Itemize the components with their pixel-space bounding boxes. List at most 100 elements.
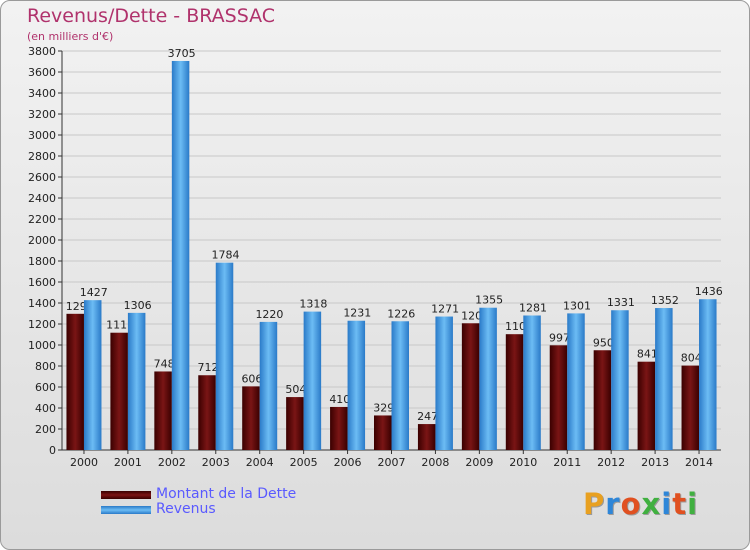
bar-dette xyxy=(417,424,436,450)
x-tick-label: 2006 xyxy=(334,456,362,469)
x-tick-label: 2007 xyxy=(378,456,406,469)
y-tick-label: 600 xyxy=(35,381,56,394)
x-tick-label: 2004 xyxy=(246,456,274,469)
y-tick-label: 2000 xyxy=(28,234,56,247)
data-label: 950 xyxy=(593,336,614,349)
y-tick-label: 1800 xyxy=(28,255,56,268)
bar-revenus xyxy=(391,321,409,450)
x-tick-label: 2011 xyxy=(553,456,581,469)
bar-dette xyxy=(110,332,128,450)
bar-revenus xyxy=(655,308,673,450)
proxiti-logo: Proxiti xyxy=(583,487,698,521)
y-tick-label: 800 xyxy=(35,360,56,373)
x-tick-label: 2013 xyxy=(641,456,669,469)
chart-title: Revenus/Dette - BRASSAC xyxy=(27,5,276,27)
data-label: 1271 xyxy=(431,303,459,316)
data-label: 410 xyxy=(329,393,350,406)
y-tick-label: 2600 xyxy=(28,171,56,184)
data-label: 1301 xyxy=(563,299,591,312)
x-tick-label: 2005 xyxy=(290,456,318,469)
y-tick-label: 3800 xyxy=(28,45,56,58)
data-label: 1220 xyxy=(255,308,283,321)
bar-dette xyxy=(286,397,304,450)
bar-dette xyxy=(374,415,392,450)
data-label: 3705 xyxy=(168,47,196,60)
data-label: 1231 xyxy=(343,307,371,320)
data-label: 997 xyxy=(549,331,570,344)
y-tick-label: 3600 xyxy=(28,66,56,79)
legend-swatch-revenue xyxy=(101,506,151,514)
logo-letter: P xyxy=(583,487,606,521)
data-label: 1306 xyxy=(124,299,152,312)
logo-letter: o xyxy=(620,487,642,521)
y-tick-label: 200 xyxy=(35,423,56,436)
y-tick-label: 0 xyxy=(49,444,56,457)
data-label: 1352 xyxy=(651,294,679,307)
data-label: 1427 xyxy=(80,286,108,299)
y-tick-label: 1400 xyxy=(28,297,56,310)
data-label: 1281 xyxy=(519,301,547,314)
logo-letter: i xyxy=(687,487,699,521)
bar-revenus xyxy=(479,307,497,450)
bar-dette xyxy=(593,350,612,450)
bar-revenus xyxy=(435,316,453,450)
x-tick-label: 2003 xyxy=(202,456,230,469)
bar-revenus xyxy=(127,312,146,450)
data-label: 120 xyxy=(461,309,482,322)
data-label: 247 xyxy=(417,410,438,423)
legend-label-revenue: Revenus xyxy=(156,501,216,517)
data-label: 748 xyxy=(154,357,175,370)
data-label: 329 xyxy=(373,401,394,414)
x-tick-label: 2010 xyxy=(509,456,537,469)
x-tick-label: 2014 xyxy=(685,456,713,469)
data-label: 712 xyxy=(198,361,219,374)
data-label: 841 xyxy=(637,348,658,361)
bar-dette xyxy=(505,334,524,450)
bar-revenus xyxy=(523,315,541,450)
bar-revenus xyxy=(303,311,322,450)
bar-dette xyxy=(330,406,348,450)
logo-letter: x xyxy=(641,487,662,521)
logo-letter: r xyxy=(605,487,621,521)
bar-revenus xyxy=(699,299,717,450)
data-label: 1331 xyxy=(607,296,635,309)
legend-swatch-debt xyxy=(101,491,151,499)
data-label: 110 xyxy=(505,320,526,333)
y-tick-label: 3400 xyxy=(28,87,56,100)
data-label: 1784 xyxy=(212,249,240,262)
bar-dette xyxy=(461,323,480,450)
bar-dette xyxy=(549,345,568,450)
y-tick-label: 3200 xyxy=(28,108,56,121)
x-tick-label: 2008 xyxy=(421,456,449,469)
bar-dette xyxy=(154,371,172,450)
data-label: 504 xyxy=(285,383,306,396)
x-tick-label: 2012 xyxy=(597,456,625,469)
y-tick-label: 1600 xyxy=(28,276,56,289)
bar-revenus xyxy=(347,320,366,450)
y-tick-label: 2400 xyxy=(28,192,56,205)
bar-dette xyxy=(198,375,216,450)
x-tick-label: 2001 xyxy=(114,456,142,469)
x-tick-label: 2002 xyxy=(158,456,186,469)
y-tick-label: 2200 xyxy=(28,213,56,226)
y-tick-label: 1000 xyxy=(28,339,56,352)
data-label: 1436 xyxy=(695,285,723,298)
y-tick-label: 2800 xyxy=(28,150,56,163)
logo-letter: i xyxy=(661,487,673,521)
bar-revenus xyxy=(171,60,190,450)
chart-subtitle: (en milliers d'€) xyxy=(27,30,114,43)
data-label: 1318 xyxy=(299,298,327,311)
bar-revenus xyxy=(611,310,629,450)
bar-dette xyxy=(242,386,260,450)
legend-label-debt: Montant de la Dette xyxy=(156,486,297,502)
bar-revenus xyxy=(259,321,278,450)
data-label: 1226 xyxy=(387,307,415,320)
data-label: 129 xyxy=(66,300,87,313)
bar-revenus xyxy=(83,300,102,450)
bar-dette xyxy=(637,361,656,450)
bar-dette xyxy=(681,365,700,450)
x-tick-label: 2000 xyxy=(70,456,98,469)
y-tick-label: 3000 xyxy=(28,129,56,142)
